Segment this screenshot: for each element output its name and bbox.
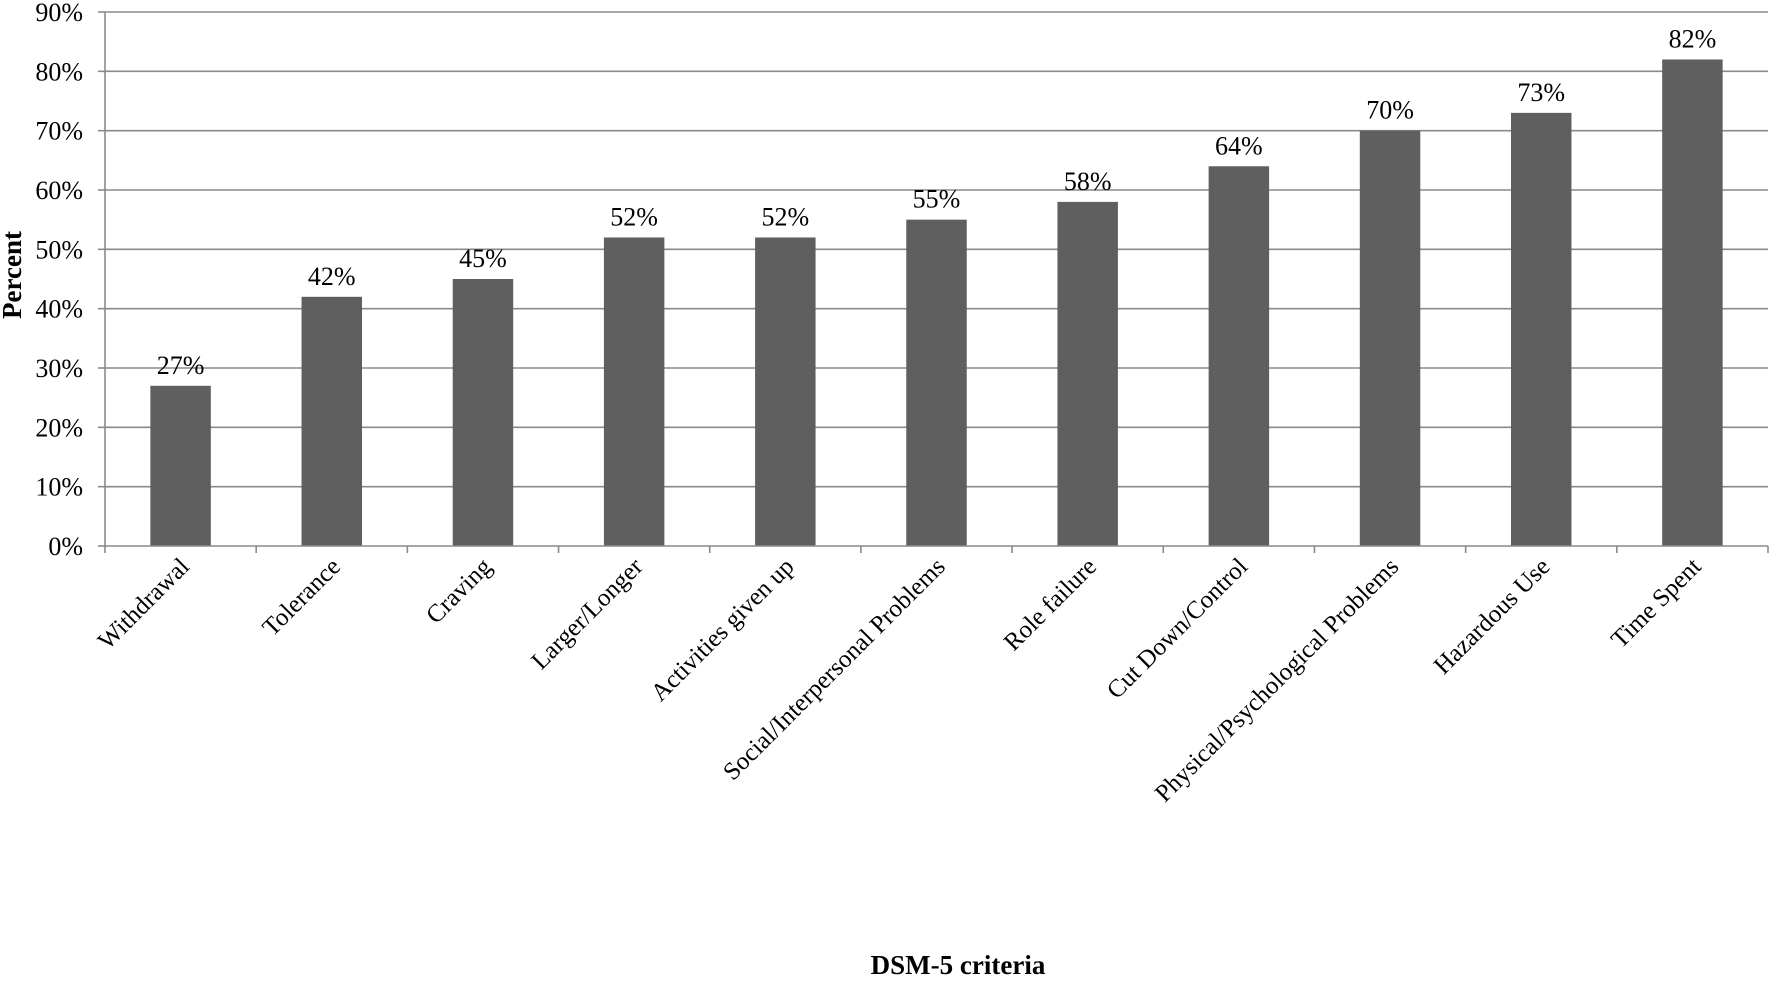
x-tick-label: Withdrawal [93,553,195,655]
bar [1510,112,1572,546]
x-tick-label: Activities given up [646,553,800,707]
data-label: 27% [157,351,205,380]
x-tick-label: Time Spent [1606,553,1707,654]
bar [1208,166,1270,546]
bar [452,279,514,546]
x-tick-label: Role failure [999,553,1102,656]
axes [98,11,1769,553]
data-label: 82% [1669,24,1717,53]
bar [1057,201,1118,546]
data-label: 55% [913,185,961,214]
bar [755,237,816,546]
bar [150,385,211,546]
bar [1662,59,1723,546]
y-axis-title: Percent [0,231,27,319]
y-tick-label: 50% [35,235,83,264]
y-tick-label: 20% [35,413,83,442]
bar [301,296,363,546]
y-tick-label: 40% [35,295,83,324]
y-tick-label: 60% [35,176,83,205]
data-label: 52% [610,202,658,231]
data-labels: 27% 42% 45% 52% 52% 55% 58% 64% 70% 73% 82% [157,24,1716,379]
x-tick-label: Tolerance [257,553,346,642]
x-tick-label: Hazardous Use [1429,553,1556,680]
y-tick-label: 30% [35,354,83,383]
x-tick-label: Craving [421,553,497,629]
data-label: 45% [459,244,507,273]
x-tick-label: Larger/Longer [527,553,649,675]
y-tick-label: 70% [35,117,83,146]
y-tick-label: 10% [35,473,83,502]
data-label: 70% [1366,96,1414,125]
data-label: 58% [1064,167,1112,196]
data-label: 64% [1215,131,1263,160]
data-label: 42% [308,262,356,291]
x-tick-labels: Withdrawal Tolerance Craving Larger/LongerA… [93,553,1707,808]
bar [603,237,665,546]
data-label: 52% [761,202,809,231]
x-tick-label: Physical/Psychological Problems [1150,553,1404,807]
x-axis-title: DSM-5 criteria [871,950,1046,980]
x-tick-label: Cut Down/Control [1102,553,1253,704]
bar [906,219,967,546]
bars [150,59,1723,546]
y-tick-label: 90% [35,0,83,27]
y-tick-label: 0% [48,532,83,561]
y-tick-labels: 0% 10% 20% 30% 40% 50% 60% 70% 80% 90% [35,0,83,561]
bar [1359,130,1421,546]
data-label: 73% [1517,78,1565,107]
y-tick-label: 80% [35,57,83,86]
